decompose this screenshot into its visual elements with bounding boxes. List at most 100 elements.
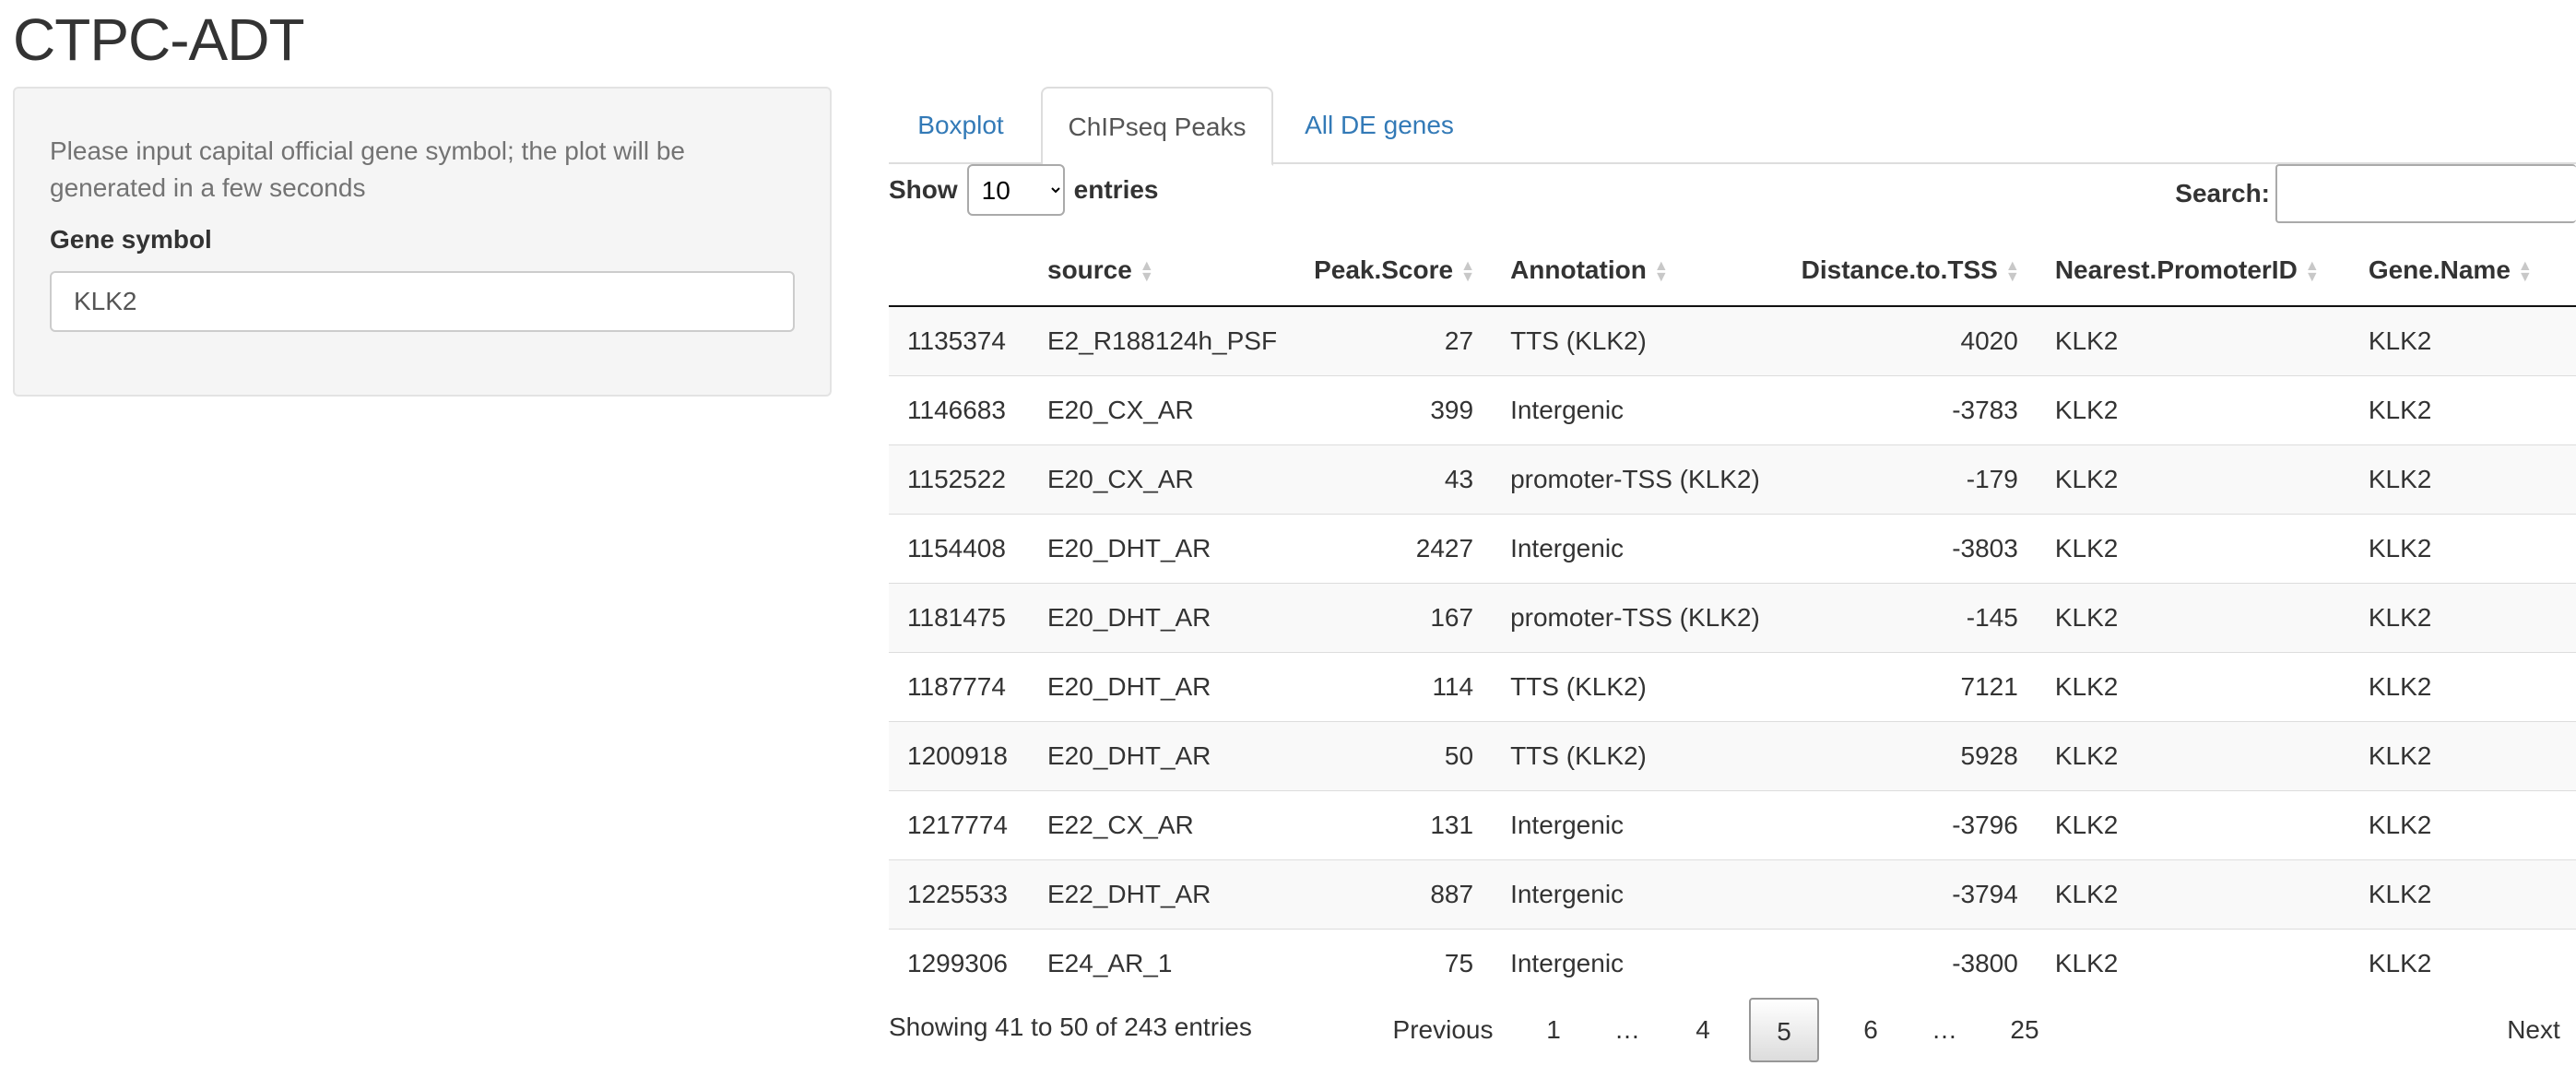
- column-header-source[interactable]: source ▲ ▼: [1029, 235, 1296, 307]
- peaks-table: source ▲ ▼ Peak.Score ▲ ▼ Annotation ▲ ▼ Dista…: [889, 235, 2576, 998]
- cell-index: 1200918: [889, 721, 1029, 791]
- cell-peak-score: 131: [1295, 790, 1493, 860]
- table-row[interactable]: 1154408 E20_DHT_AR 2427 Intergenic -3803 KLK2…: [889, 514, 2576, 584]
- tab-all-de-genes[interactable]: All DE genes: [1305, 111, 1454, 139]
- cell-index: 1299306: [889, 929, 1029, 998]
- cell-peak-score: 114: [1295, 652, 1493, 722]
- search-input[interactable]: [2275, 164, 2576, 223]
- cell-index: 1135374: [889, 305, 1029, 376]
- search-label: Search:: [2175, 179, 2270, 207]
- cell-peak-score: 887: [1295, 859, 1493, 930]
- cell-gene-name: KLK2: [2349, 514, 2576, 584]
- cell-distance-to-tss: -3800: [1778, 929, 2037, 998]
- cell-gene-name: KLK2: [2349, 721, 2576, 791]
- page-button-current[interactable]: 5: [1749, 998, 1819, 1062]
- page-button[interactable]: 6: [1863, 1015, 1878, 1044]
- tab-chipseq-peaks[interactable]: ChIPseq Peaks: [1041, 87, 1273, 166]
- page-button[interactable]: 1: [1546, 1015, 1561, 1044]
- cell-distance-to-tss: -3796: [1778, 790, 2037, 860]
- cell-index: 1154408: [889, 514, 1029, 584]
- table-row[interactable]: 1146683 E20_CX_AR 399 Intergenic -3783 KLK2 KL…: [889, 375, 2576, 445]
- cell-gene-name: KLK2: [2349, 375, 2576, 445]
- cell-source: E20_DHT_AR: [1029, 583, 1296, 653]
- cell-gene-name: KLK2: [2349, 652, 2576, 722]
- cell-index: 1225533: [889, 859, 1029, 930]
- cell-source: E22_CX_AR: [1029, 790, 1296, 860]
- column-header-peak-score[interactable]: Peak.Score ▲ ▼: [1295, 235, 1493, 307]
- sidebar-panel: Please input capital official gene symbo…: [13, 87, 832, 397]
- table-row[interactable]: 1135374 E2_R188124h_PSF 27 TTS (KLK2) 4020 KL…: [889, 305, 2576, 376]
- table-row[interactable]: 1200918 E20_DHT_AR 50 TTS (KLK2) 5928 KLK2 KLK…: [889, 721, 2576, 791]
- cell-peak-score: 2427: [1295, 514, 1493, 584]
- search-control: Search:: [2175, 164, 2576, 223]
- entries-length-select[interactable]: 10: [966, 164, 1065, 216]
- table-body: 1135374 E2_R188124h_PSF 27 TTS (KLK2) 4020 KL…: [889, 305, 2576, 998]
- cell-nearest-promoter-id: KLK2: [2036, 652, 2350, 722]
- cell-distance-to-tss: -3803: [1778, 514, 2037, 584]
- table-row[interactable]: 1181475 E20_DHT_AR 167 promoter-TSS (KLK2) -…: [889, 583, 2576, 653]
- table-info: Showing 41 to 50 of 243 entries: [889, 1013, 1252, 1041]
- cell-nearest-promoter-id: KLK2: [2036, 375, 2350, 445]
- cell-peak-score: 75: [1295, 929, 1493, 998]
- help-text: Please input capital official gene symbo…: [50, 136, 685, 202]
- cell-nearest-promoter-id: KLK2: [2036, 305, 2350, 376]
- table-header-row: source ▲ ▼ Peak.Score ▲ ▼ Annotation ▲ ▼ Dista…: [889, 235, 2576, 307]
- table-row[interactable]: 1152522 E20_CX_AR 43 promoter-TSS (KLK2) -17…: [889, 444, 2576, 515]
- cell-peak-score: 43: [1295, 444, 1493, 515]
- column-header-annotation[interactable]: Annotation ▲ ▼: [1492, 235, 1778, 307]
- cell-index: 1181475: [889, 583, 1029, 653]
- column-header-nearest-promoter-id[interactable]: Nearest.PromoterID ▲ ▼: [2036, 235, 2350, 307]
- cell-nearest-promoter-id: KLK2: [2036, 444, 2350, 515]
- tab-boxplot[interactable]: Boxplot: [917, 111, 1004, 139]
- cell-annotation: Intergenic: [1492, 859, 1778, 930]
- cell-annotation: TTS (KLK2): [1492, 652, 1778, 722]
- sort-both-icon: ▲ ▼: [1139, 257, 1154, 285]
- cell-distance-to-tss: 4020: [1778, 305, 2037, 376]
- cell-source: E22_DHT_AR: [1029, 859, 1296, 930]
- cell-peak-score: 27: [1295, 305, 1493, 376]
- cell-gene-name: KLK2: [2349, 305, 2576, 376]
- sort-both-icon: ▲ ▼: [2004, 257, 2020, 285]
- table-row[interactable]: 1187774 E20_DHT_AR 114 TTS (KLK2) 7121 KLK2 KL…: [889, 652, 2576, 722]
- page-ellipsis: …: [1932, 1015, 1957, 1044]
- cell-nearest-promoter-id: KLK2: [2036, 583, 2350, 653]
- cell-distance-to-tss: -3794: [1778, 859, 2037, 930]
- sort-both-icon: ▲ ▼: [2517, 257, 2533, 285]
- column-header-index[interactable]: [889, 235, 1029, 307]
- cell-source: E24_AR_1: [1029, 929, 1296, 998]
- cell-annotation: promoter-TSS (KLK2): [1492, 583, 1778, 653]
- cell-distance-to-tss: -3783: [1778, 375, 2037, 445]
- cell-annotation: Intergenic: [1492, 514, 1778, 584]
- cell-gene-name: KLK2: [2349, 929, 2576, 998]
- cell-nearest-promoter-id: KLK2: [2036, 790, 2350, 860]
- length-control: Show 10 entries: [889, 164, 1159, 216]
- cell-index: 1152522: [889, 444, 1029, 515]
- column-header-distance-to-tss[interactable]: Distance.to.TSS ▲ ▼: [1778, 235, 2037, 307]
- tabs-bar: Boxplot ChIPseq Peaks All DE genes: [889, 87, 2576, 166]
- main-panel: Boxplot ChIPseq Peaks All DE genes Show …: [889, 0, 2576, 1066]
- cell-gene-name: KLK2: [2349, 583, 2576, 653]
- entries-label: entries: [1073, 175, 1159, 204]
- cell-nearest-promoter-id: KLK2: [2036, 721, 2350, 791]
- page-button[interactable]: 4: [1696, 1015, 1710, 1044]
- cell-index: 1146683: [889, 375, 1029, 445]
- cell-annotation: Intergenic: [1492, 790, 1778, 860]
- cell-source: E2_R188124h_PSF: [1029, 305, 1296, 376]
- page-button[interactable]: 25: [2010, 1015, 2039, 1044]
- cell-source: E20_CX_AR: [1029, 375, 1296, 445]
- sort-both-icon: ▲ ▼: [1460, 257, 1475, 285]
- gene-symbol-input[interactable]: [50, 271, 795, 332]
- cell-source: E20_DHT_AR: [1029, 652, 1296, 722]
- gene-symbol-label: Gene symbol: [50, 225, 212, 254]
- column-header-gene-name[interactable]: Gene.Name ▲ ▼: [2349, 235, 2576, 307]
- page-previous-button[interactable]: Previous: [1392, 1015, 1494, 1044]
- table-row[interactable]: 1225533 E22_DHT_AR 887 Intergenic -3794 KLK2 K…: [889, 859, 2576, 930]
- cell-distance-to-tss: -145: [1778, 583, 2037, 653]
- table-row[interactable]: 1217774 E22_CX_AR 131 Intergenic -3796 KLK2 KL…: [889, 790, 2576, 860]
- cell-peak-score: 167: [1295, 583, 1493, 653]
- cell-index: 1217774: [889, 790, 1029, 860]
- cell-source: E20_DHT_AR: [1029, 514, 1296, 584]
- pagination: Previous 1 … 4 5 6 … 25 Next: [889, 998, 2576, 1066]
- page-next-button[interactable]: Next: [2507, 1015, 2560, 1044]
- table-row[interactable]: 1299306 E24_AR_1 75 Intergenic -3800 KLK2 KLK2: [889, 929, 2576, 998]
